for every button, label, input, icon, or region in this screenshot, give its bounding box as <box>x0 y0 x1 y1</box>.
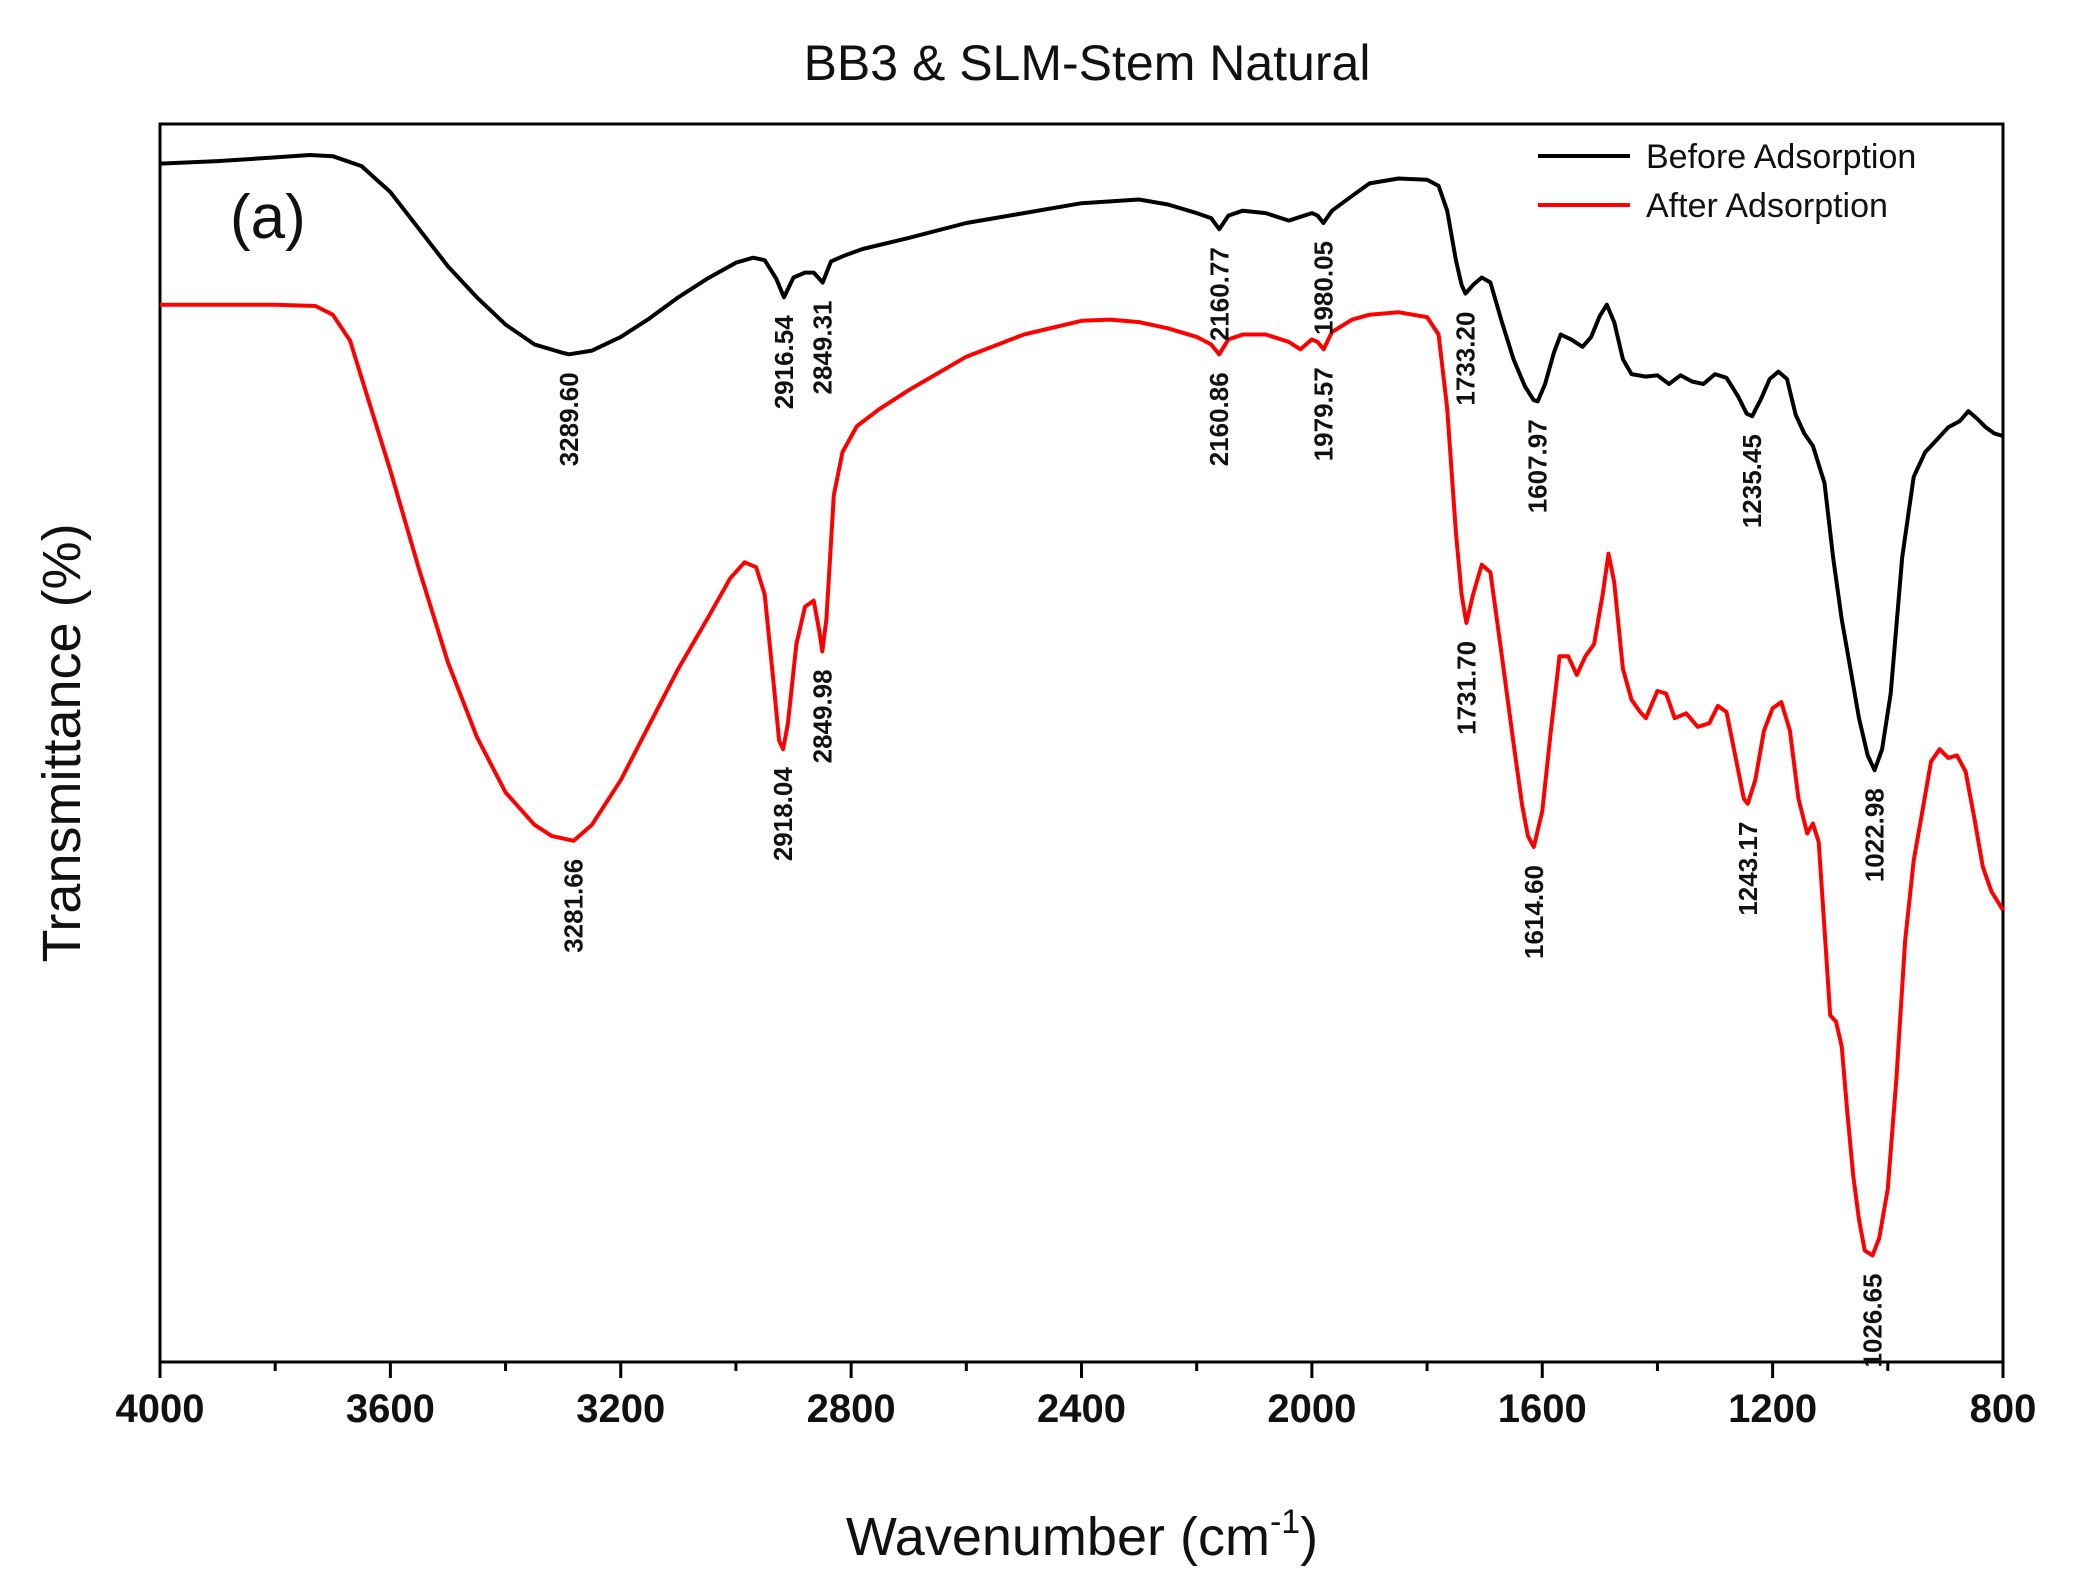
peak-label: 1979.57 <box>1309 367 1339 461</box>
peak-label: 1614.60 <box>1519 865 1549 959</box>
x-axis-ticks: 4000 3600 3200 2800 2400 2000 1600 1200 800 <box>116 1362 2037 1431</box>
peak-label: 1026.65 <box>1858 1274 1888 1368</box>
x-tick-label: 3200 <box>576 1387 665 1431</box>
peak-label: 2918.04 <box>768 767 798 862</box>
x-tick-label: 2800 <box>807 1387 896 1431</box>
x-axis-label-close: ) <box>1300 1507 1318 1567</box>
peak-label: 1731.70 <box>1451 641 1481 735</box>
x-tick-label: 1600 <box>1498 1387 1587 1431</box>
peak-label: 2849.98 <box>807 669 837 763</box>
peak-annotations: 3289.60 2916.54 2849.31 2160.77 1980.05 1733.… <box>554 241 1890 1367</box>
x-tick-label: 800 <box>1970 1387 2037 1431</box>
peak-label: 1243.17 <box>1733 822 1763 916</box>
legend-label-after: After Adsorption <box>1646 187 1888 225</box>
peak-label: 1607.97 <box>1523 419 1553 513</box>
series-layer <box>159 153 2005 1258</box>
peak-label: 3289.60 <box>554 372 584 466</box>
x-tick-label: 2400 <box>1037 1387 1126 1431</box>
peak-label: 2160.86 <box>1204 372 1234 466</box>
plot-frame <box>158 122 2005 1364</box>
series-line-after-adsorption <box>160 302 2005 1258</box>
x-axis-label-main: Wavenumber (cm <box>846 1507 1270 1567</box>
peak-label: 1022.98 <box>1860 788 1890 882</box>
legend: Before Adsorption After Adsorption <box>1538 138 1916 225</box>
series-line-before-adsorption <box>159 153 2004 773</box>
x-axis-label: Wavenumber (cm-1) <box>846 1503 1318 1567</box>
chart-title: BB3 & SLM-Stem Natural <box>804 35 1371 91</box>
peak-label: 1980.05 <box>1308 241 1338 335</box>
peak-label: 2160.77 <box>1204 247 1234 341</box>
y-axis-label: Transmittance (%) <box>32 523 92 962</box>
x-tick-label: 3600 <box>346 1387 435 1431</box>
legend-label-before: Before Adsorption <box>1646 138 1916 176</box>
peak-label: 2916.54 <box>769 315 799 410</box>
x-tick-label: 4000 <box>116 1387 205 1431</box>
peak-label: 3281.66 <box>559 859 589 953</box>
x-tick-label: 1200 <box>1728 1387 1817 1431</box>
peak-label: 1733.20 <box>1451 312 1481 406</box>
x-tick-label: 2000 <box>1267 1387 1356 1431</box>
peak-label: 2849.31 <box>808 301 838 395</box>
panel-label: (a) <box>230 183 306 252</box>
x-axis-label-sup: -1 <box>1270 1503 1300 1541</box>
peak-label: 1235.45 <box>1737 434 1767 528</box>
